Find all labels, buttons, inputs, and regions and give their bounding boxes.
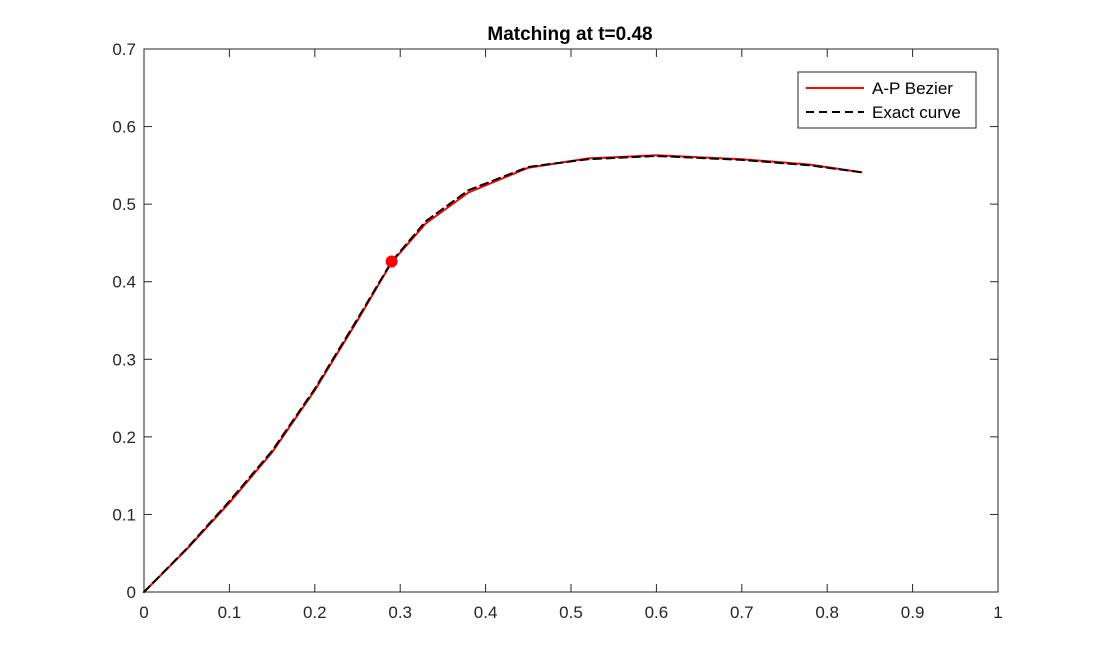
y-tick-label: 0.6 <box>112 118 136 137</box>
legend: A-P Bezier Exact curve <box>797 71 977 129</box>
x-tick-label: 0.7 <box>730 603 754 622</box>
y-tick-label: 0 <box>127 583 136 602</box>
series-layer <box>143 154 863 593</box>
y-tick-label: 0.1 <box>112 505 136 524</box>
axis-ticks: 0 0.1 0.2 0.3 0.4 0.5 0.6 0.7 0.8 0.9 1 0 0.1 0.2 0.3 0… <box>112 40 1002 622</box>
x-tick-label: 0.9 <box>901 603 925 622</box>
x-tick-label: 0.2 <box>303 603 327 622</box>
y-tick-label: 0.3 <box>112 350 136 369</box>
y-tick-label: 0.5 <box>112 195 136 214</box>
x-tick-label: 0.6 <box>645 603 669 622</box>
legend-box <box>797 71 977 129</box>
y-tick-label: 0.2 <box>112 428 136 447</box>
x-tick-label: 1 <box>993 603 1002 622</box>
series-line-exact-curve <box>143 155 863 593</box>
y-tick-label: 0.7 <box>112 40 136 59</box>
legend-label-exact-curve: Exact curve <box>872 103 961 122</box>
x-tick-label: 0.3 <box>388 603 412 622</box>
plot-area <box>143 48 999 593</box>
matching-point-marker <box>385 255 398 268</box>
legend-label-a-p-bezier: A-P Bezier <box>872 79 953 98</box>
x-tick-label: 0 <box>139 603 148 622</box>
x-tick-label: 0.5 <box>559 603 583 622</box>
y-tick-label: 0.4 <box>112 273 136 292</box>
x-tick-label: 0.1 <box>218 603 242 622</box>
x-tick-label: 0.8 <box>815 603 839 622</box>
chart-title: Matching at t=0.48 <box>487 24 652 45</box>
x-tick-label: 0.4 <box>474 603 498 622</box>
marker-layer <box>385 255 398 268</box>
